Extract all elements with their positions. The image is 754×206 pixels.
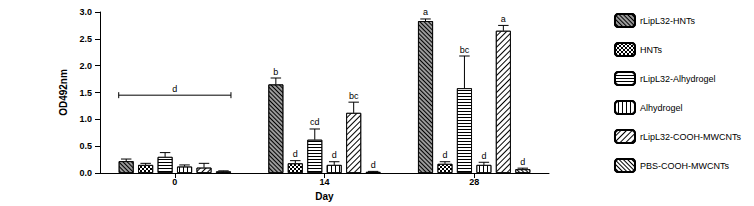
svg-text:d: d xyxy=(520,157,525,167)
svg-text:a: a xyxy=(501,14,506,24)
svg-text:0.5: 0.5 xyxy=(79,141,92,151)
svg-text:rLipL32-HNTs: rLipL32-HNTs xyxy=(640,16,696,26)
svg-text:0.0: 0.0 xyxy=(79,168,92,178)
svg-text:b: b xyxy=(273,67,278,77)
svg-text:rLipL32-COOH-MWCNTs: rLipL32-COOH-MWCNTs xyxy=(640,132,742,142)
svg-text:HNTs: HNTs xyxy=(640,45,662,55)
svg-text:1.0: 1.0 xyxy=(79,114,92,124)
svg-text:d: d xyxy=(172,84,177,94)
svg-text:PBS-COOH-MWCNTs: PBS-COOH-MWCNTs xyxy=(640,161,729,171)
svg-text:0: 0 xyxy=(172,177,177,187)
svg-text:d: d xyxy=(371,160,376,170)
svg-text:bc: bc xyxy=(460,45,470,55)
svg-text:2.0: 2.0 xyxy=(79,61,92,71)
svg-text:Alhydrogel: Alhydrogel xyxy=(640,103,683,113)
svg-text:d: d xyxy=(293,149,298,159)
svg-text:rLipL32-Alhydrogel: rLipL32-Alhydrogel xyxy=(640,74,716,84)
svg-text:2.5: 2.5 xyxy=(79,34,92,44)
svg-text:d: d xyxy=(481,151,486,161)
svg-text:1.5: 1.5 xyxy=(79,88,92,98)
svg-text:Day: Day xyxy=(315,191,334,202)
svg-text:cd: cd xyxy=(310,117,320,127)
svg-text:d: d xyxy=(332,150,337,160)
svg-text:28: 28 xyxy=(469,177,479,187)
svg-text:14: 14 xyxy=(319,177,329,187)
svg-text:3.0: 3.0 xyxy=(79,7,92,17)
svg-text:d: d xyxy=(442,150,447,160)
svg-text:a: a xyxy=(423,7,428,17)
svg-text:OD492nm: OD492nm xyxy=(58,69,69,116)
svg-text:bc: bc xyxy=(349,91,359,101)
